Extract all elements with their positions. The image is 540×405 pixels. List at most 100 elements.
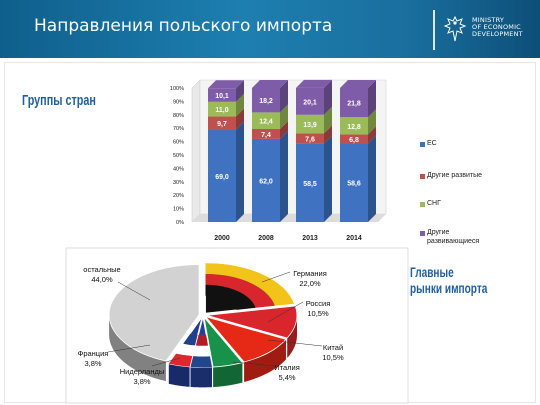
pie-group: Германия22,0%Россия10,5%Китай10,5%Италия… <box>65 247 409 404</box>
ministry-line-2: OF ECONOMIC <box>472 23 521 31</box>
page-title: Направления польского импорта <box>34 16 333 36</box>
y-tick-label: 80% <box>173 113 184 119</box>
bar-segment-side <box>236 93 244 117</box>
y-tick-label: 60% <box>173 140 184 146</box>
pie-leader-line <box>267 301 304 323</box>
bar-data-label: 62,0 <box>259 178 273 185</box>
pie-flag-band <box>205 263 294 306</box>
pie-leader-line <box>151 357 181 367</box>
bar-data-label: 21,8 <box>347 101 361 108</box>
main-markets-line-2: рынки импорта <box>410 280 488 296</box>
bar-segment <box>296 133 324 144</box>
legend-label-cis: СНГ <box>427 200 441 207</box>
bar-segment-side <box>236 80 244 102</box>
bar-segment <box>340 134 368 144</box>
bar-segment-side <box>324 79 332 115</box>
pie-category-label: Франция <box>78 349 109 358</box>
bar-data-label: 13,9 <box>303 122 317 129</box>
bar-segment-side <box>324 135 332 222</box>
bar-segment <box>208 129 236 222</box>
bar-segment-side <box>368 135 376 222</box>
eagle-emblem-icon <box>443 15 467 42</box>
y-tick-label: 10% <box>173 207 184 213</box>
pie-leader-line <box>232 361 277 367</box>
bar-segment <box>296 143 324 222</box>
legend-swatch-cis <box>420 202 425 207</box>
x-tick-label: 2000 <box>214 235 230 242</box>
bar-segment <box>340 88 368 118</box>
bar-data-label: 7,6 <box>305 137 315 144</box>
bar-segment-side <box>236 121 244 222</box>
bar-segment <box>208 88 236 102</box>
bar-data-label: 69,0 <box>215 174 229 181</box>
bar-segment <box>340 143 368 222</box>
x-tick-label: 2014 <box>346 235 362 242</box>
bar-segment-side <box>280 121 288 139</box>
x-tick-label: 2013 <box>302 235 318 242</box>
pie-category-label: Нидерланды <box>120 367 165 376</box>
pie-slice <box>203 315 244 368</box>
legend-swatch-other-developing <box>420 231 425 236</box>
pie-slice-side <box>109 315 166 381</box>
y-tick-label: 70% <box>173 126 184 132</box>
pie-flag-band <box>205 274 275 308</box>
bar-segment <box>208 101 236 117</box>
legend-label-other-developing-2: развивающиеся <box>427 238 480 245</box>
pie-flag-band <box>183 333 198 346</box>
bar-segment <box>252 88 280 113</box>
bar-segment <box>252 129 280 139</box>
pie-category-label: остальные <box>83 265 120 274</box>
y-tick-label: 30% <box>173 180 184 186</box>
pie-flag-band <box>195 334 208 346</box>
pie-value-label: 44,0% <box>91 275 113 284</box>
bar-segment <box>252 138 280 222</box>
ministry-logo-text: MINISTRY OF ECONOMIC DEVELOPMENT <box>472 17 523 38</box>
legend-swatch-other-developed <box>420 174 425 179</box>
pie-value-label: 10,5% <box>322 353 344 362</box>
bar-data-label: 9,7 <box>217 121 227 128</box>
pie-value-label: 10,5% <box>307 309 329 318</box>
pie-slice-side <box>213 362 243 388</box>
country-groups-label: Группы стран <box>22 92 96 109</box>
ministry-line-3: DEVELOPMENT <box>472 30 523 38</box>
bar-data-label: 58,6 <box>347 181 361 188</box>
bar-top-face <box>296 79 332 88</box>
y-tick-label: 0% <box>176 220 184 226</box>
pie-flag-band <box>205 284 256 310</box>
pie-category-label: Германия <box>293 269 327 278</box>
pie-slice-side <box>168 363 190 387</box>
main-markets-label: Главные рынки импорта <box>410 264 487 296</box>
bar-top-face <box>208 80 244 89</box>
legend-swatch-eu <box>420 142 425 147</box>
pie-value-label: 5,4% <box>278 373 295 382</box>
bar-segment-side <box>280 130 288 222</box>
pie-slice <box>108 264 200 362</box>
bar-segment <box>208 116 236 130</box>
pie-category-label: Италия <box>274 363 300 372</box>
pie-flag-band <box>176 343 195 357</box>
bar-data-label: 12,4 <box>259 119 273 126</box>
main-markets-line-1: Главные <box>410 264 454 280</box>
ministry-line-1: MINISTRY <box>472 16 505 24</box>
bar-data-label: 58,5 <box>303 181 317 188</box>
bar-segment <box>340 117 368 135</box>
pie-value-label: 22,0% <box>299 279 321 288</box>
y-tick-label: 50% <box>173 153 184 159</box>
pie-flag-band <box>193 345 210 357</box>
y-tick-label: 20% <box>173 193 184 199</box>
bar-segment-side <box>368 109 376 135</box>
legend-label-other-developed: Другие развитые <box>427 172 483 179</box>
pie-slice <box>204 315 287 363</box>
bar-top-face <box>340 80 376 88</box>
pie-slice-side <box>190 366 212 388</box>
bar-segment-side <box>324 106 332 134</box>
pie-leader-line <box>267 339 323 347</box>
pie-value-label: 3,8% <box>84 359 101 368</box>
bar-data-label: 10,1 <box>215 93 229 100</box>
bar-top-face <box>252 80 288 88</box>
pie-value-label: 3,8% <box>133 377 150 386</box>
y-tick-label: 40% <box>173 166 184 172</box>
bar-segment-side <box>280 104 288 130</box>
